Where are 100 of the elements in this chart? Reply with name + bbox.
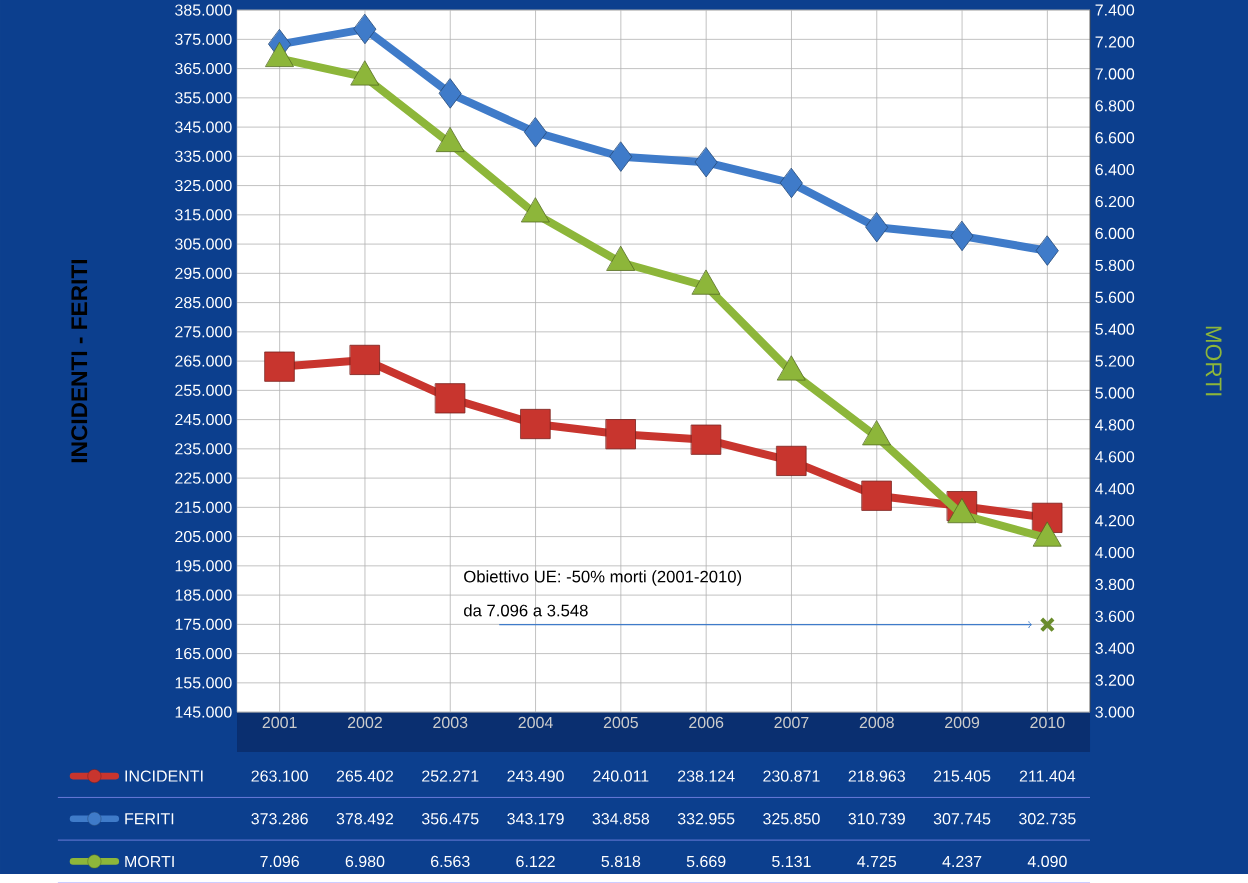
- data-label: 373.286: [251, 813, 308, 825]
- data-label: 215.405: [933, 770, 991, 782]
- annotation: da 7.096 a 3.548: [464, 604, 588, 617]
- data-label: 5.818: [601, 855, 641, 868]
- point: [780, 167, 803, 199]
- y2-tick-label: 4.000: [1095, 546, 1135, 559]
- data-label: 218.963: [848, 770, 905, 782]
- data-label: 265.402: [336, 770, 394, 782]
- y2-tick-label: 7.000: [1095, 68, 1135, 80]
- y-tick-label: 295.000: [175, 267, 232, 279]
- point: [353, 14, 377, 45]
- y2-tick-label: 7.200: [1095, 36, 1135, 48]
- data-label: 7.096: [260, 855, 299, 868]
- y-tick-label: 315.000: [175, 209, 232, 221]
- data-label: 211.404: [1019, 770, 1076, 782]
- point: [609, 141, 633, 172]
- data-label: 6.980: [345, 855, 385, 868]
- data-label: 5.131: [772, 855, 811, 868]
- y-tick-label: 215.000: [175, 501, 232, 513]
- x-tick-label: 2010: [1030, 716, 1065, 729]
- point: [950, 220, 974, 252]
- y-tick-label: 255.000: [175, 384, 232, 396]
- y-tick-label: 225.000: [175, 472, 232, 484]
- y2-tick-label: 7.400: [1095, 4, 1135, 16]
- x-tick-label: 2006: [689, 716, 724, 729]
- data-label: 5.669: [686, 855, 726, 868]
- point: [264, 351, 295, 382]
- y-tick-label: 275.000: [175, 326, 232, 338]
- data-label: 243.490: [507, 770, 564, 782]
- data-label: 307.745: [933, 813, 991, 825]
- data-label: 4.237: [942, 855, 982, 868]
- y-tick-label: 325.000: [175, 179, 232, 192]
- y2-tick-label: 4.800: [1095, 419, 1135, 431]
- data-label: 6.563: [431, 855, 470, 868]
- point: [691, 424, 722, 455]
- data-label: 238.124: [678, 770, 735, 782]
- legend-label: INCIDENTI: [125, 770, 203, 782]
- data-label: 356.475: [421, 813, 479, 825]
- y-tick-label: 265.000: [175, 355, 232, 367]
- data-label: 4.725: [857, 855, 897, 868]
- y2-tick-label: 5.600: [1095, 291, 1135, 303]
- y-tick-label: 165.000: [175, 647, 232, 660]
- y2-tick-label: 6.000: [1095, 227, 1135, 240]
- y2-tick-label: 3.200: [1095, 674, 1135, 686]
- y-tick-label: 245.000: [175, 413, 232, 426]
- point: [605, 419, 636, 450]
- y2-tick-label: 5.400: [1095, 323, 1135, 335]
- y-tick-label: 385.000: [175, 4, 232, 16]
- y-tick-label: 145.000: [175, 706, 232, 718]
- data-label: 332.955: [677, 813, 735, 825]
- y-tick-label: 205.000: [175, 530, 232, 543]
- data-label: 263.100: [251, 770, 308, 782]
- y-tick-label: 175.000: [175, 618, 232, 630]
- y-tick-label: 235.000: [175, 443, 232, 455]
- y-tick-label: 375.000: [175, 33, 232, 45]
- y2-tick-label: 3.400: [1095, 642, 1135, 654]
- data-label: 334.858: [592, 813, 650, 825]
- data-label: 6.122: [516, 855, 555, 868]
- y2-tick-label: 5.200: [1095, 355, 1135, 367]
- point: [865, 212, 889, 243]
- y-tick-label: 195.000: [175, 560, 232, 572]
- data-label: 378.492: [336, 813, 394, 825]
- point: [694, 147, 718, 178]
- data-label: 4.090: [1027, 855, 1067, 868]
- annotation: Obiettivo UE: -50% morti (2001-2010): [464, 570, 742, 586]
- y2-tick-label: 4.600: [1095, 451, 1135, 463]
- y-tick-label: 285.000: [175, 296, 232, 309]
- y-tick-label: 305.000: [175, 238, 232, 250]
- x-tick-label: 2009: [945, 716, 980, 729]
- y-tick-label: 365.000: [175, 62, 232, 75]
- y-tick-label: 355.000: [175, 92, 232, 104]
- x-tick-label: 2003: [433, 716, 468, 729]
- data-label: 230.871: [763, 770, 820, 782]
- y-tick-label: 185.000: [175, 589, 232, 601]
- data-label: 325.850: [763, 813, 820, 825]
- x-tick-label: 2001: [262, 716, 297, 729]
- point: [435, 383, 466, 414]
- y2-tick-label: 3.000: [1095, 706, 1135, 718]
- y2-tick-label: 5.800: [1095, 259, 1135, 271]
- y-tick-label: 345.000: [175, 121, 232, 133]
- x-tick-label: 2005: [603, 716, 638, 729]
- y-tick-label: 155.000: [175, 677, 232, 689]
- x-tick-label: 2008: [859, 716, 894, 729]
- y-tick-label: 335.000: [175, 150, 232, 162]
- y2-tick-label: 4.200: [1095, 514, 1135, 527]
- y2-tick-label: 3.600: [1095, 610, 1135, 622]
- y-axis-title: INCIDENTI - FERITI: [71, 259, 88, 463]
- y2-tick-label: 4.400: [1095, 483, 1135, 495]
- point: [520, 408, 551, 440]
- y2-tick-label: 6.600: [1095, 132, 1135, 144]
- y2-tick-label: 6.400: [1095, 163, 1135, 176]
- y2-tick-label: 6.800: [1095, 100, 1135, 112]
- data-label: 302.735: [1019, 813, 1076, 825]
- data-label: 240.011: [593, 770, 649, 782]
- point: [776, 445, 807, 476]
- point: [861, 480, 892, 511]
- point: [524, 117, 547, 148]
- legend-label: MORTI: [125, 855, 174, 868]
- data-label: 310.739: [848, 813, 905, 825]
- y2-tick-label: 3.800: [1095, 578, 1135, 591]
